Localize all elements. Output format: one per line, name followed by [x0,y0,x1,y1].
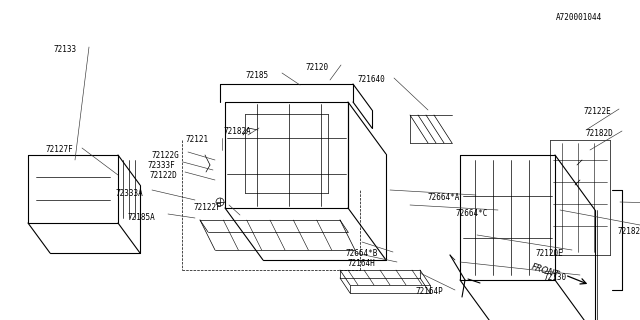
Text: 72133: 72133 [53,45,76,54]
Text: 72122G: 72122G [152,150,180,159]
Text: 72122D: 72122D [149,171,177,180]
Text: 72127F: 72127F [46,146,74,155]
Text: 72120: 72120 [306,63,329,73]
Text: 72333A: 72333A [116,188,144,197]
Text: 72164H: 72164H [348,260,376,268]
Text: 72664*C: 72664*C [456,209,488,218]
Text: 72122E: 72122E [583,108,611,116]
Text: 72182A: 72182A [223,126,251,135]
Text: 72164P: 72164P [415,287,443,297]
Text: 72120E: 72120E [536,249,564,258]
Text: A720001044: A720001044 [556,13,602,22]
Text: 72122F: 72122F [193,204,221,212]
Text: 72121: 72121 [186,135,209,145]
Text: 721640: 721640 [358,76,386,84]
Text: 72185A: 72185A [128,213,156,222]
Text: 72182D: 72182D [586,130,614,139]
Text: 72185: 72185 [246,71,269,81]
Text: 72182*A: 72182*A [618,227,640,236]
Text: 72130: 72130 [544,274,567,283]
Text: 72664*B: 72664*B [346,249,378,258]
Text: 72333F: 72333F [147,161,175,170]
Text: 72664*A: 72664*A [428,194,460,203]
Text: FRONT: FRONT [530,262,560,280]
